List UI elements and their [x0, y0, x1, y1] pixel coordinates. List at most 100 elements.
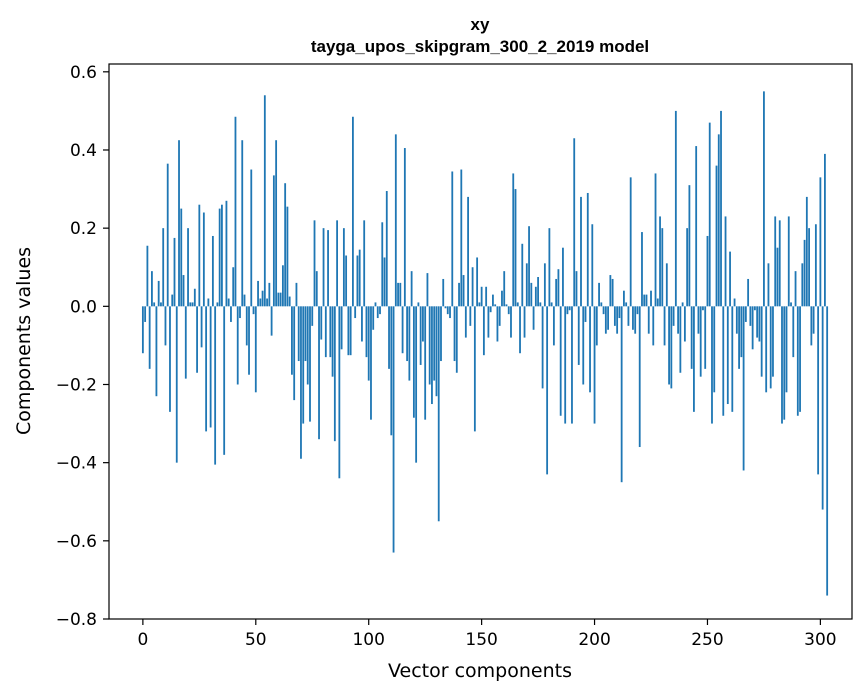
bar-0	[141, 306, 144, 354]
bar-77	[315, 271, 318, 307]
bar-284	[783, 306, 786, 420]
bar-2	[146, 245, 149, 307]
bar-280	[774, 216, 777, 307]
bar-245	[695, 146, 698, 307]
bar-173	[532, 306, 535, 330]
bar-281	[776, 247, 779, 307]
bar-198	[589, 306, 591, 393]
bar-209	[613, 306, 616, 326]
y-tick-label: −0.8	[56, 610, 97, 630]
bar-24	[196, 306, 198, 373]
bar-13	[171, 294, 174, 307]
bar-235	[672, 306, 675, 326]
bar-104	[376, 306, 379, 319]
bar-122	[417, 302, 420, 307]
y-tick-label: −0.6	[56, 532, 97, 552]
bar-258	[724, 216, 727, 307]
bar-119	[410, 271, 413, 307]
bar-147	[473, 306, 476, 432]
bar-262	[733, 298, 736, 307]
bar-17	[180, 208, 183, 307]
bar-154	[489, 306, 492, 313]
bar-260	[729, 251, 731, 307]
bar-287	[790, 302, 792, 307]
bar-200	[593, 306, 596, 424]
bar-39	[230, 306, 232, 322]
bar-199	[591, 224, 594, 307]
bar-80	[322, 228, 325, 307]
bar-169	[523, 306, 526, 338]
bar-275	[763, 91, 765, 307]
bar-87	[338, 306, 341, 479]
bar-271	[753, 306, 756, 311]
bar-135	[446, 306, 449, 315]
bar-157	[496, 306, 499, 342]
bar-33	[216, 302, 219, 307]
bar-40	[232, 267, 235, 307]
bar-10	[164, 306, 167, 346]
bar-288	[792, 306, 795, 358]
bar-34	[218, 208, 221, 307]
bar-54	[263, 95, 266, 307]
bar-139	[455, 306, 458, 373]
bar-269	[749, 306, 752, 326]
bar-163	[510, 306, 512, 338]
bar-88	[340, 306, 343, 350]
bar-194	[580, 196, 582, 307]
bar-233	[668, 306, 670, 385]
bar-85	[333, 306, 336, 442]
bar-125	[424, 306, 427, 420]
bar-255	[717, 134, 720, 307]
bar-22	[191, 302, 194, 307]
bar-267	[744, 306, 747, 322]
bar-5	[153, 302, 156, 307]
bar-101	[370, 306, 372, 420]
bar-232	[665, 263, 668, 307]
bar-49	[252, 306, 255, 315]
bar-150	[480, 286, 483, 307]
bar-188	[566, 306, 569, 315]
bar-178	[543, 263, 546, 307]
bar-242	[688, 185, 691, 307]
bar-73	[306, 306, 309, 385]
bar-257	[722, 306, 725, 416]
bar-186	[562, 247, 564, 307]
bar-238	[679, 306, 682, 373]
bar-143	[464, 306, 467, 338]
bar-79	[320, 306, 323, 340]
y-tick-label: 0.2	[70, 219, 97, 239]
bar-270	[751, 306, 754, 350]
bar-250	[706, 235, 709, 307]
bar-195	[582, 306, 585, 385]
bar-171	[528, 226, 530, 307]
bar-129	[433, 306, 436, 381]
bar-216	[629, 177, 632, 307]
x-axis: 0 50 100 150 200 250 300	[137, 619, 837, 650]
bar-207	[609, 275, 612, 307]
bar-191	[573, 138, 576, 307]
bar-155	[492, 294, 494, 307]
bar-86	[336, 220, 338, 307]
bar-14	[173, 237, 176, 307]
bar-81	[324, 306, 327, 358]
bar-128	[431, 306, 433, 405]
bar-264	[738, 306, 740, 369]
bar-212	[620, 306, 623, 483]
bar-137	[451, 171, 454, 307]
bar-219	[636, 306, 639, 315]
bar-152	[485, 286, 488, 307]
y-axis-label: Components values	[13, 247, 35, 435]
y-tick-label: 0.0	[70, 297, 97, 317]
bar-84	[331, 306, 334, 377]
bar-65	[288, 296, 291, 307]
bar-182	[552, 306, 555, 346]
bar-221	[641, 232, 643, 307]
bar-134	[444, 306, 447, 309]
bar-300	[819, 177, 822, 307]
bar-110	[390, 306, 393, 436]
bar-15	[175, 306, 178, 463]
bar-243	[690, 306, 693, 369]
bar-31	[211, 235, 214, 307]
bar-151	[482, 306, 485, 356]
